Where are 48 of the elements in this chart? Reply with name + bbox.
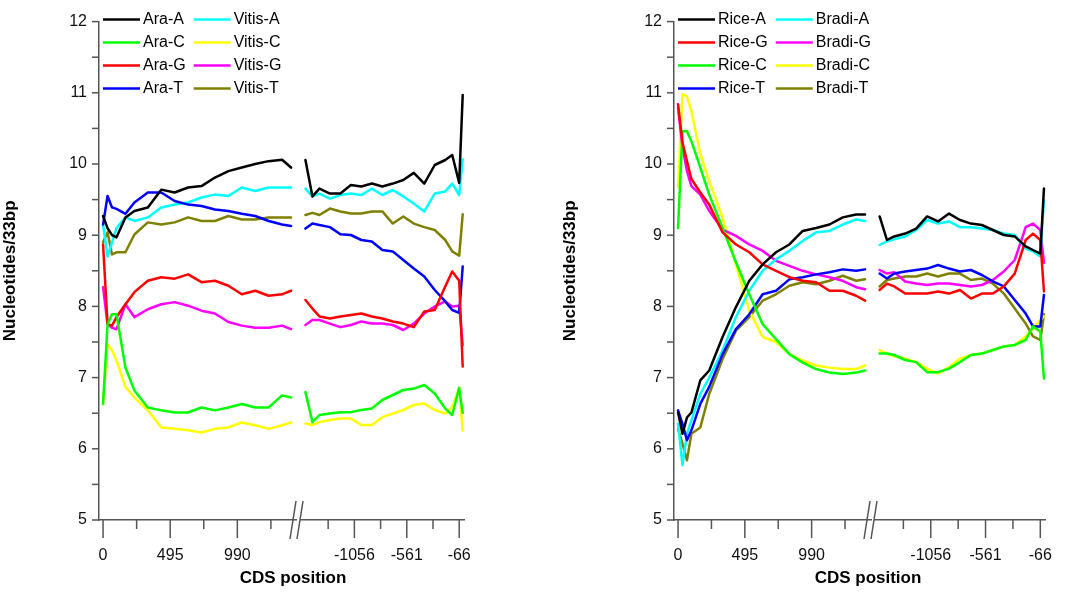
x-axis-title: CDS position bbox=[239, 568, 347, 588]
y-tick-label: 10 bbox=[644, 154, 663, 172]
legend-label: Ara-G bbox=[143, 56, 186, 74]
y-axis-title: Nucleotides/33bp bbox=[559, 200, 579, 342]
legend-label: Bradi-T bbox=[815, 79, 869, 97]
x-tick-label: -66 bbox=[1028, 546, 1052, 564]
legend-label: Rice-T bbox=[718, 79, 766, 97]
x-tick-label: 990 bbox=[223, 546, 251, 564]
legend-label: Rice-A bbox=[718, 10, 767, 28]
legend-label: Bradi-C bbox=[815, 56, 871, 74]
y-tick-label: 8 bbox=[78, 296, 88, 314]
x-axis-title: CDS position bbox=[814, 568, 922, 588]
legend-label: Ara-T bbox=[143, 79, 184, 97]
y-tick-label: 9 bbox=[653, 225, 663, 243]
legend-label: Bradi-A bbox=[815, 10, 870, 28]
x-tick-label: 0 bbox=[673, 546, 683, 564]
y-tick-label: 9 bbox=[78, 225, 88, 243]
legend-label: Rice-G bbox=[718, 33, 768, 51]
y-tick-label: 6 bbox=[653, 439, 663, 457]
y-tick-label: 12 bbox=[69, 12, 88, 30]
y-tick-label: 5 bbox=[78, 510, 88, 528]
x-tick-label: -561 bbox=[969, 546, 1002, 564]
y-tick-label: 12 bbox=[644, 12, 663, 30]
legend-label: Rice-C bbox=[718, 56, 767, 74]
x-tick-label: -1056 bbox=[333, 546, 375, 564]
legend-label: Vitis-A bbox=[233, 10, 280, 28]
legend-label: Ara-A bbox=[143, 10, 185, 28]
legend-label: Vitis-G bbox=[233, 56, 282, 74]
y-tick-label: 7 bbox=[78, 368, 88, 386]
legend-label: Ara-C bbox=[143, 33, 185, 51]
y-tick-label: 6 bbox=[78, 439, 88, 457]
y-tick-label: 11 bbox=[645, 83, 663, 101]
x-tick-label: 495 bbox=[731, 546, 759, 564]
x-tick-label: -66 bbox=[447, 546, 471, 564]
legend-label: Vitis-C bbox=[233, 33, 281, 51]
legend-label: Bradi-G bbox=[815, 33, 871, 51]
y-axis-title: Nucleotides/33bp bbox=[0, 200, 19, 342]
x-tick-label: 495 bbox=[156, 546, 184, 564]
y-tick-label: 11 bbox=[70, 83, 88, 101]
x-tick-label: -561 bbox=[390, 546, 423, 564]
y-tick-label: 7 bbox=[653, 368, 663, 386]
y-tick-label: 8 bbox=[653, 296, 663, 314]
legend-label: Vitis-T bbox=[233, 79, 279, 97]
y-tick-label: 5 bbox=[653, 510, 663, 528]
x-tick-label: -1056 bbox=[910, 546, 952, 564]
x-tick-label: 0 bbox=[98, 546, 108, 564]
x-tick-label: 990 bbox=[798, 546, 826, 564]
y-tick-label: 10 bbox=[69, 154, 88, 172]
